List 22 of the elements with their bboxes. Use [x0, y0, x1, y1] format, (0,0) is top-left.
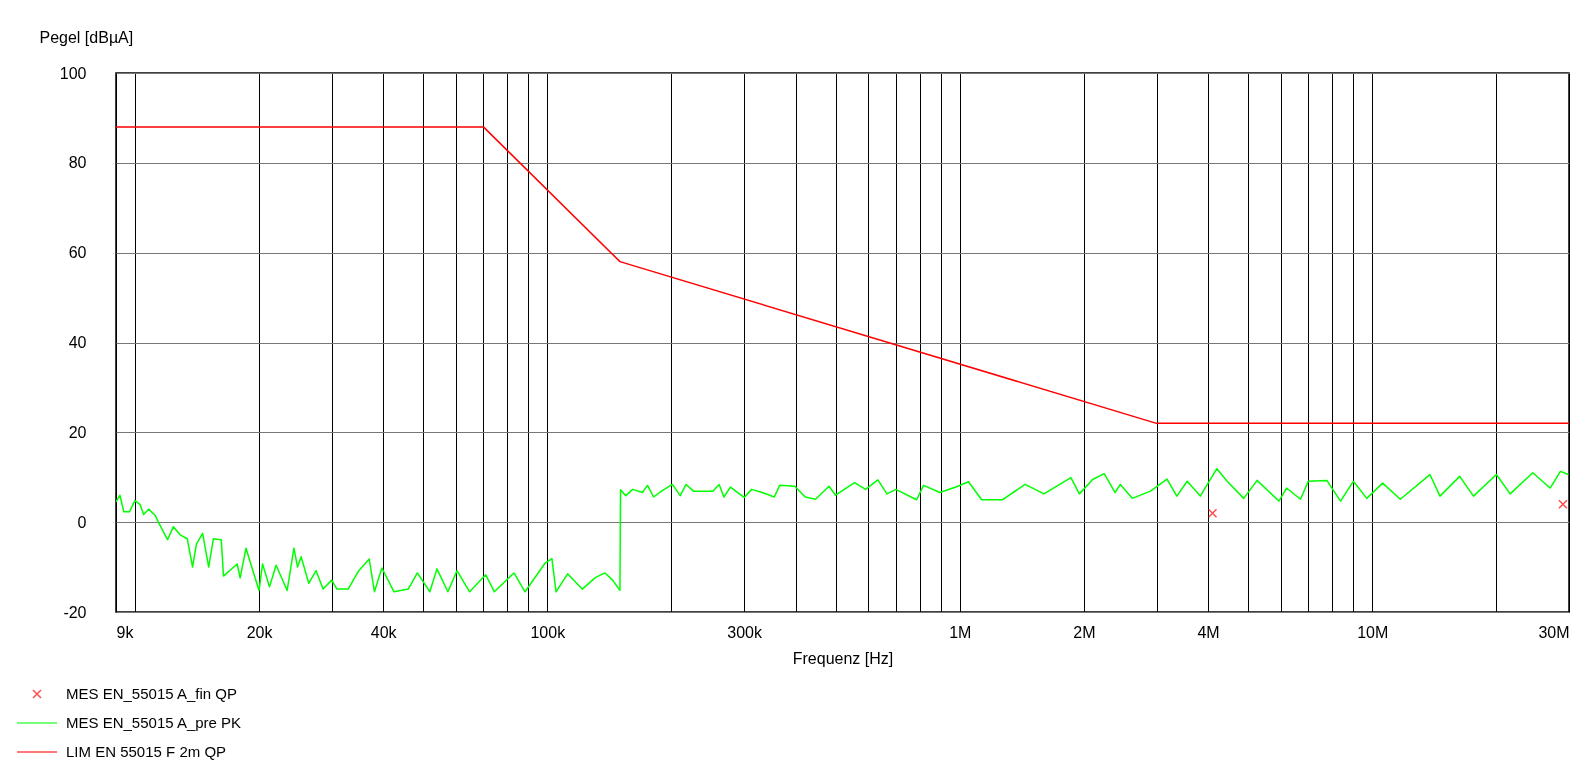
x-tick-label: 100k: [530, 623, 567, 641]
x-tick-label: 10M: [1357, 623, 1389, 641]
y-tick-label: 60: [68, 244, 87, 262]
x-tick-label: 4M: [1197, 623, 1220, 641]
legend-label: MES EN_55015 A_pre PK: [66, 714, 242, 731]
x-tick-label: 9k: [116, 623, 135, 641]
x-tick-label: 2M: [1073, 623, 1096, 641]
x-tick-label: 20k: [246, 623, 274, 641]
x-tick-label: 40k: [370, 623, 398, 641]
x-tick-label: 30M: [1538, 623, 1570, 641]
y-tick-label: 0: [77, 513, 87, 531]
y-tick-label: 20: [68, 423, 87, 441]
y-tick-label: 80: [68, 154, 87, 172]
legend-label: MES EN_55015 A_fin QP: [66, 685, 237, 702]
x-axis-title: Frequenz [Hz]: [792, 649, 894, 667]
x-tick-label: 1M: [949, 623, 972, 641]
x-tick-label: 300k: [727, 623, 763, 641]
y-tick-label: 100: [59, 64, 87, 82]
y-tick-label: 40: [68, 334, 87, 351]
y-axis-title: Pegel [dBµA]: [39, 28, 134, 46]
legend-label: LIM EN 55015 F 2m QP: [66, 743, 227, 760]
y-tick-label: -20: [63, 603, 87, 621]
